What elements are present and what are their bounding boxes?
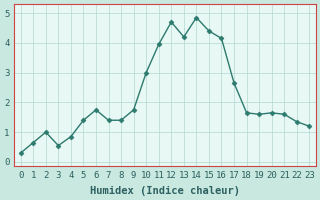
X-axis label: Humidex (Indice chaleur): Humidex (Indice chaleur) bbox=[90, 186, 240, 196]
